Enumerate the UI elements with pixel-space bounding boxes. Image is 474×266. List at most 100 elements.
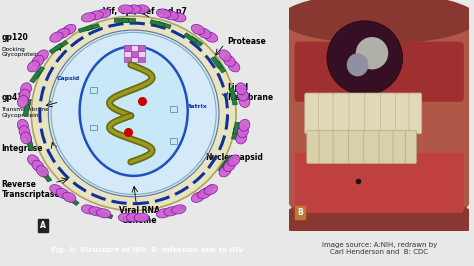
Ellipse shape xyxy=(172,13,186,22)
FancyBboxPatch shape xyxy=(307,130,320,164)
Text: B: B xyxy=(297,208,303,217)
Ellipse shape xyxy=(82,13,96,22)
Ellipse shape xyxy=(63,24,76,35)
Text: Protease: Protease xyxy=(228,37,266,46)
Bar xyxy=(131,51,138,57)
Bar xyxy=(211,56,222,68)
Ellipse shape xyxy=(156,9,171,18)
Bar xyxy=(189,36,203,46)
Bar xyxy=(200,185,214,195)
Bar xyxy=(194,188,208,198)
Ellipse shape xyxy=(19,126,30,138)
Bar xyxy=(23,104,30,117)
FancyBboxPatch shape xyxy=(319,93,334,134)
Bar xyxy=(150,20,164,27)
FancyBboxPatch shape xyxy=(364,130,380,164)
Ellipse shape xyxy=(191,192,205,202)
Ellipse shape xyxy=(198,28,211,38)
Ellipse shape xyxy=(18,95,28,107)
Ellipse shape xyxy=(237,89,248,101)
Ellipse shape xyxy=(63,192,76,202)
Bar xyxy=(170,138,177,144)
FancyBboxPatch shape xyxy=(319,130,334,164)
Bar xyxy=(215,61,226,73)
Ellipse shape xyxy=(56,188,70,199)
Ellipse shape xyxy=(172,205,186,214)
Ellipse shape xyxy=(89,11,103,20)
Ellipse shape xyxy=(280,194,474,245)
FancyBboxPatch shape xyxy=(393,130,406,164)
Bar xyxy=(170,206,184,213)
Ellipse shape xyxy=(51,32,216,194)
Bar xyxy=(91,88,97,93)
Text: Viral RNA
Genome: Viral RNA Genome xyxy=(119,206,160,225)
Bar xyxy=(128,216,142,220)
Text: Fig. A: Structure of HIV, B: Infection due to HIV: Fig. A: Structure of HIV, B: Infection d… xyxy=(51,247,243,253)
Text: A: A xyxy=(40,221,46,230)
Ellipse shape xyxy=(134,5,149,14)
Ellipse shape xyxy=(20,83,32,95)
FancyBboxPatch shape xyxy=(348,130,365,164)
Ellipse shape xyxy=(134,213,149,222)
Ellipse shape xyxy=(164,207,178,216)
Text: gp120: gp120 xyxy=(1,32,28,41)
Ellipse shape xyxy=(219,166,231,177)
Ellipse shape xyxy=(356,37,388,69)
Bar xyxy=(26,133,32,146)
FancyBboxPatch shape xyxy=(305,93,319,134)
Ellipse shape xyxy=(204,185,218,195)
Ellipse shape xyxy=(82,205,96,214)
FancyBboxPatch shape xyxy=(333,130,349,164)
Ellipse shape xyxy=(327,21,402,95)
Ellipse shape xyxy=(27,155,39,166)
Text: Lipid
Membrane: Lipid Membrane xyxy=(228,83,273,102)
Ellipse shape xyxy=(118,5,133,14)
Ellipse shape xyxy=(97,9,111,18)
Bar xyxy=(120,18,135,22)
Ellipse shape xyxy=(223,160,236,172)
Ellipse shape xyxy=(126,213,141,222)
Ellipse shape xyxy=(32,160,44,172)
Ellipse shape xyxy=(164,11,178,20)
Text: Vif, Vpr, Nef and p7: Vif, Vpr, Nef and p7 xyxy=(103,7,187,16)
Ellipse shape xyxy=(20,132,32,144)
Bar xyxy=(138,57,145,63)
Ellipse shape xyxy=(228,61,240,72)
Ellipse shape xyxy=(347,53,368,76)
FancyBboxPatch shape xyxy=(333,93,350,134)
Bar xyxy=(156,21,171,29)
Text: Reverse
Transcriptase: Reverse Transcriptase xyxy=(1,180,60,200)
Bar xyxy=(78,25,93,33)
Bar xyxy=(41,170,52,182)
FancyBboxPatch shape xyxy=(381,93,396,134)
Text: Capsid: Capsid xyxy=(56,76,80,81)
Ellipse shape xyxy=(228,155,240,166)
Ellipse shape xyxy=(236,83,247,95)
Bar xyxy=(138,45,145,51)
Ellipse shape xyxy=(262,0,474,255)
Ellipse shape xyxy=(31,16,236,211)
Bar xyxy=(131,45,138,51)
Bar xyxy=(135,216,149,220)
Ellipse shape xyxy=(89,207,103,216)
Bar xyxy=(114,18,128,22)
Ellipse shape xyxy=(156,209,171,218)
Text: Image source: A:NIH, redrawn by
Carl Henderson and  B: CDC: Image source: A:NIH, redrawn by Carl Hen… xyxy=(321,242,437,255)
Ellipse shape xyxy=(32,55,44,66)
Bar xyxy=(37,165,48,177)
Ellipse shape xyxy=(97,209,111,218)
Text: Docking
Glycoprotein: Docking Glycoprotein xyxy=(1,47,39,57)
Bar xyxy=(222,155,233,167)
Ellipse shape xyxy=(80,46,188,176)
Bar xyxy=(27,139,34,151)
Ellipse shape xyxy=(237,126,248,138)
Ellipse shape xyxy=(56,28,70,38)
Bar xyxy=(163,207,178,215)
Bar xyxy=(124,57,131,63)
FancyBboxPatch shape xyxy=(349,93,366,134)
Bar xyxy=(30,71,41,83)
Text: Nucleocapsid: Nucleocapsid xyxy=(205,153,263,162)
Text: Matrix: Matrix xyxy=(185,104,208,109)
Bar xyxy=(55,40,68,51)
Ellipse shape xyxy=(19,89,30,101)
